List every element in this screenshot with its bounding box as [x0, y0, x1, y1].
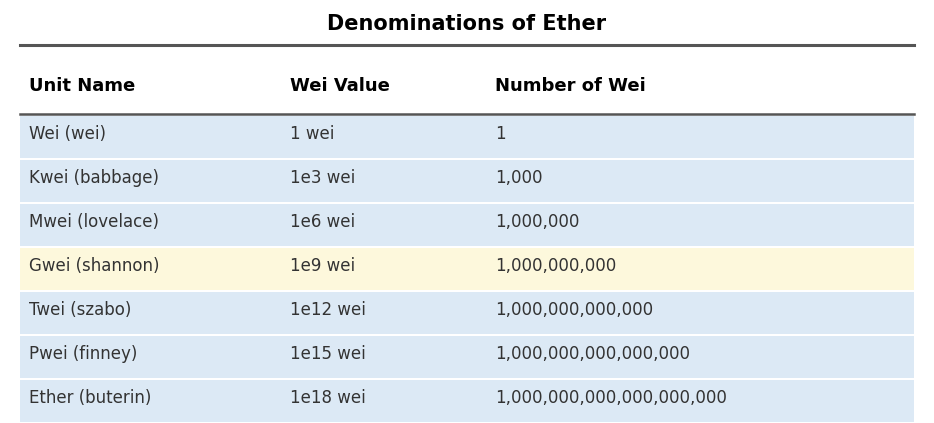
Text: 1e15 wei: 1e15 wei: [290, 346, 366, 363]
Bar: [20, 380, 914, 422]
Text: 1e3 wei: 1e3 wei: [290, 169, 355, 187]
Text: 1e18 wei: 1e18 wei: [290, 390, 366, 407]
Text: Wei Value: Wei Value: [290, 77, 389, 95]
Text: Wei (wei): Wei (wei): [29, 125, 106, 143]
Text: 1e12 wei: 1e12 wei: [290, 302, 366, 319]
Text: 1,000,000,000,000,000,000: 1,000,000,000,000,000,000: [495, 390, 727, 407]
Text: Ether (buterin): Ether (buterin): [29, 390, 151, 407]
Text: Twei (szabo): Twei (szabo): [29, 302, 132, 319]
Text: 1,000,000,000,000: 1,000,000,000,000: [495, 302, 653, 319]
Bar: [20, 248, 914, 290]
Text: 1,000: 1,000: [495, 169, 543, 187]
Text: Mwei (lovelace): Mwei (lovelace): [29, 213, 160, 231]
Text: 1,000,000: 1,000,000: [495, 213, 579, 231]
Text: 1 wei: 1 wei: [290, 125, 334, 143]
Bar: [20, 160, 914, 202]
Text: 1: 1: [495, 125, 505, 143]
Bar: [20, 336, 914, 378]
Text: 1e6 wei: 1e6 wei: [290, 213, 355, 231]
Text: Kwei (babbage): Kwei (babbage): [29, 169, 160, 187]
Text: 1,000,000,000: 1,000,000,000: [495, 257, 616, 275]
Text: 1,000,000,000,000,000: 1,000,000,000,000,000: [495, 346, 690, 363]
Text: Gwei (shannon): Gwei (shannon): [29, 257, 160, 275]
Bar: [20, 292, 914, 334]
Bar: [20, 204, 914, 246]
Text: 1e9 wei: 1e9 wei: [290, 257, 355, 275]
Bar: [20, 116, 914, 158]
Text: Unit Name: Unit Name: [29, 77, 135, 95]
Text: Pwei (finney): Pwei (finney): [29, 346, 137, 363]
Text: Denominations of Ether: Denominations of Ether: [328, 14, 606, 34]
Text: Number of Wei: Number of Wei: [495, 77, 645, 95]
